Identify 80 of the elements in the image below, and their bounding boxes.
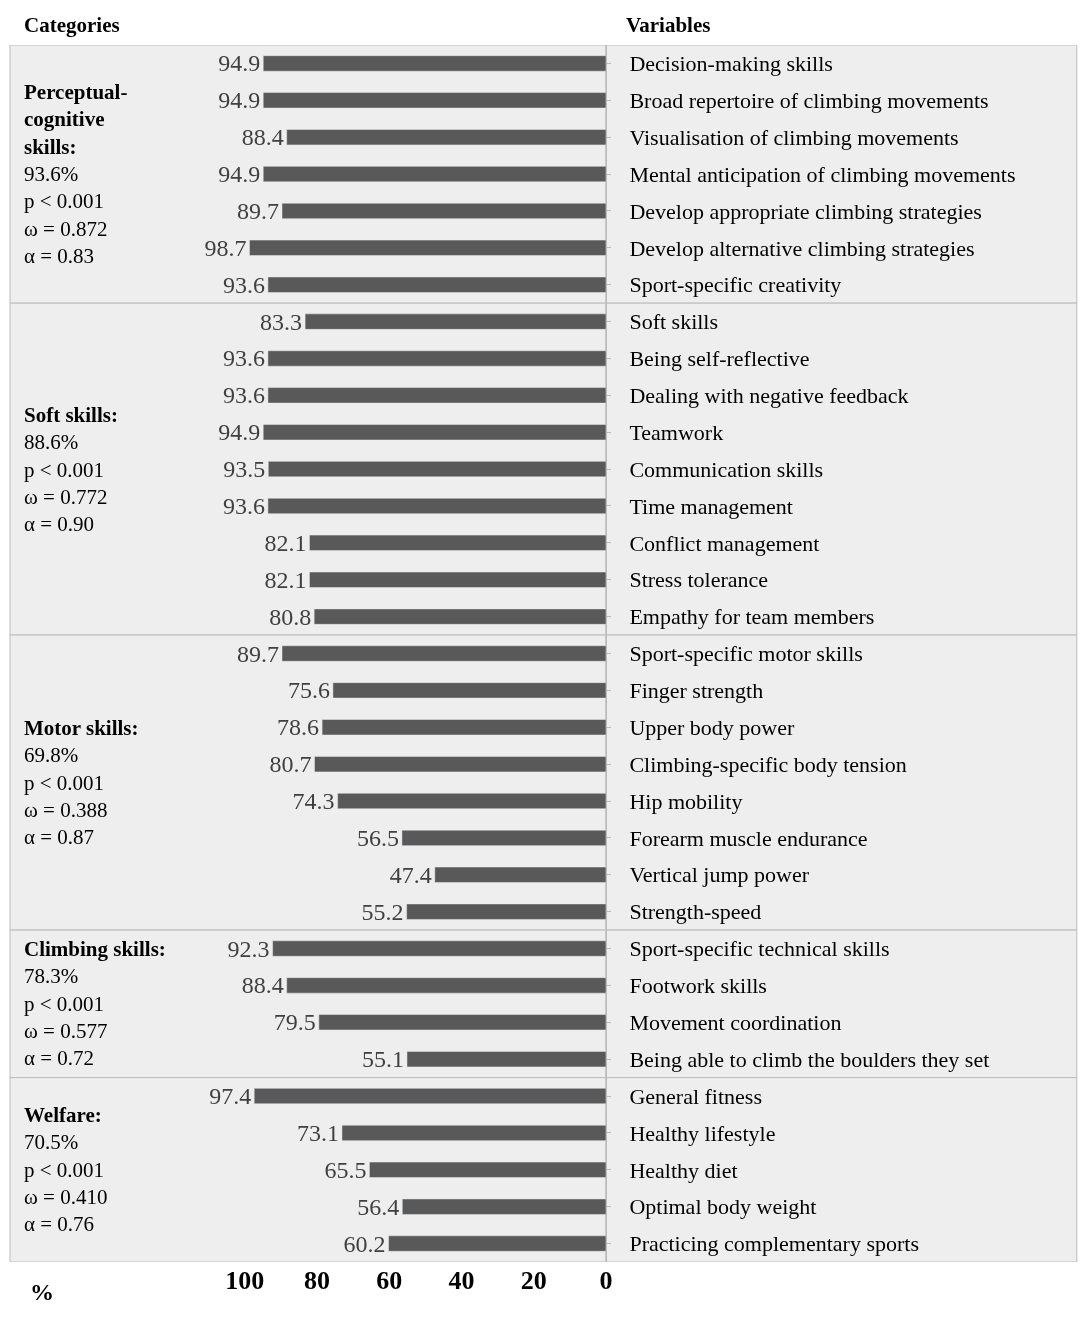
- data-label: 93.6: [222, 382, 265, 409]
- y-tick-label: Practicing complementary sports: [629, 1231, 919, 1257]
- x-tick-label: 40: [448, 1266, 475, 1295]
- y-tick-label: Forearm muscle endurance: [629, 825, 868, 851]
- data-label: 93.6: [222, 271, 265, 298]
- y-tick-label: Sport-specific motor skills: [629, 641, 863, 667]
- x-axis-title: %: [30, 1279, 54, 1305]
- x-tick-label: 80: [304, 1266, 331, 1295]
- y-tick-label: Conflict management: [629, 530, 820, 556]
- y-tick-label: Upper body power: [629, 714, 796, 740]
- y-tick-label: Healthy lifestyle: [629, 1120, 776, 1146]
- x-tick-label: 0: [599, 1266, 613, 1295]
- x-tick-label: 20: [520, 1266, 547, 1295]
- y-tick-label: Movement coordination: [629, 1009, 842, 1035]
- y-tick-label: Communication skills: [629, 456, 824, 482]
- y-tick-label: Visualisation of climbing movements: [629, 124, 959, 150]
- y-tick-label: Optimal body weight: [629, 1194, 817, 1220]
- y-tick-label: Stress tolerance: [629, 567, 769, 593]
- data-label: 82.1: [264, 529, 307, 556]
- y-tick-label: General fitness: [629, 1083, 762, 1109]
- data-label: 56.4: [357, 1193, 400, 1220]
- y-tick-label: Mental anticipation of climbing movements: [629, 161, 1016, 187]
- y-tick-label: Teamwork: [629, 419, 724, 445]
- data-label: 55.2: [361, 898, 404, 925]
- data-label: 75.6: [287, 677, 330, 704]
- y-tick-label: Sport-specific technical skills: [629, 936, 890, 962]
- data-label: 92.3: [227, 935, 270, 962]
- x-tick-label: 60: [376, 1266, 403, 1295]
- y-tick-label: Being able to climb the boulders they set: [629, 1046, 990, 1072]
- data-label: 89.7: [236, 640, 279, 667]
- data-label: 83.3: [260, 308, 303, 335]
- data-label: 73.1: [296, 1119, 339, 1146]
- data-label: 65.5: [324, 1156, 367, 1183]
- data-label: 47.4: [389, 861, 432, 888]
- y-tick-label: Vertical jump power: [629, 862, 810, 888]
- band-label: Welfare: 70.5% p < 0.001 ω = 0.410 α = 0.76: [24, 1103, 108, 1237]
- data-label: 98.7: [204, 234, 247, 261]
- data-label: 79.5: [273, 1009, 316, 1036]
- y-tick-label: Broad repertoire of climbing movements: [629, 88, 989, 114]
- data-label: 93.6: [222, 345, 265, 372]
- data-label: 78.6: [277, 714, 320, 741]
- y-tick-label: Climbing-specific body tension: [629, 751, 907, 777]
- data-label: 80.8: [269, 603, 312, 630]
- data-label: 82.1: [264, 566, 307, 593]
- y-tick-label: Being self-reflective: [629, 346, 810, 372]
- y-tick-label: Empathy for team members: [629, 604, 875, 630]
- y-tick-label: Strength-speed: [629, 899, 762, 925]
- y-tick-label: Sport-specific creativity: [629, 272, 842, 298]
- data-label: 94.9: [218, 161, 261, 188]
- data-label: 94.9: [218, 87, 261, 114]
- x-tick-label: 100: [225, 1266, 265, 1295]
- y-tick-label: Develop alternative climbing strategies: [629, 235, 975, 261]
- y-tick-label: Healthy diet: [629, 1157, 738, 1183]
- data-label: 94.9: [218, 419, 261, 446]
- text: Categories: [24, 13, 120, 37]
- data-label: 94.9: [218, 50, 261, 77]
- band-label: Soft skills: 88.6% p < 0.001 ω = 0.772 α = 0.90: [24, 403, 118, 537]
- band-label: Climbing skills: 78.3% p < 0.001 ω = 0.577 α = 0.72: [24, 937, 166, 1071]
- data-label: 56.5: [356, 824, 399, 851]
- y-tick-label: Footwork skills: [629, 973, 767, 999]
- data-label: 89.7: [236, 197, 279, 224]
- y-tick-label: Decision-making skills: [629, 51, 833, 77]
- y-tick-label: Hip mobility: [629, 788, 743, 814]
- data-label: 88.4: [241, 124, 284, 151]
- data-label: 88.4: [241, 972, 284, 999]
- y-tick-label: Finger strength: [629, 678, 764, 704]
- y-tick-label: Develop appropriate climbing strategies: [629, 198, 982, 224]
- y-tick-label: Time management: [629, 493, 793, 519]
- data-label: 93.5: [223, 456, 266, 483]
- y-tick-label: Soft skills: [629, 309, 719, 335]
- band-label: Motor skills: 69.8% p < 0.001 ω = 0.388 α = 0.87: [24, 716, 139, 850]
- y-tick-label: Dealing with negative feedback: [629, 383, 909, 409]
- data-label: 60.2: [343, 1230, 386, 1257]
- data-label: 55.1: [361, 1046, 404, 1073]
- band-label: Perceptual- cognitive skills: 93.6% p < 0.001 ω = 0.872 α = 0.83: [24, 80, 128, 268]
- data-label: 80.7: [269, 751, 312, 778]
- data-label: 74.3: [292, 788, 335, 815]
- data-label: 93.6: [222, 492, 265, 519]
- text: Variables: [626, 13, 711, 37]
- data-label: 97.4: [209, 1083, 252, 1110]
